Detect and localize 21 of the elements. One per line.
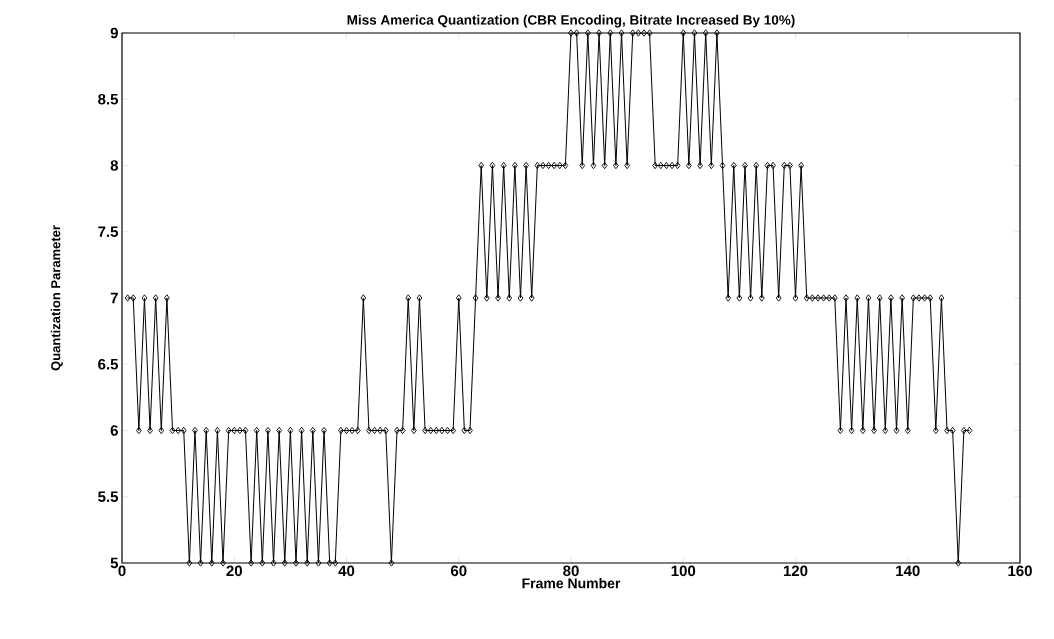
x-tick-label: 80 — [563, 565, 579, 577]
y-tick-label: 8.5 — [98, 93, 119, 105]
chart-title: Miss America Quantization (CBR Encoding, Bitrate Increased By 10%) — [347, 14, 795, 28]
x-tick-label: 140 — [896, 565, 920, 577]
y-tick-label: 6.5 — [98, 358, 119, 370]
y-tick-label: 5.5 — [98, 491, 119, 502]
y-tick-label: 7.5 — [98, 226, 119, 237]
x-tick-label: 120 — [783, 565, 808, 577]
y-tick-label: 9 — [110, 27, 118, 39]
x-axis-title: Frame Number — [522, 578, 621, 589]
x-tick-label: 160 — [1008, 565, 1032, 577]
x-tick-label: 20 — [226, 565, 242, 577]
x-tick-label: 100 — [671, 565, 696, 577]
y-axis-title: Quantization Parameter — [50, 225, 63, 371]
y-tick-label: 5 — [110, 557, 119, 569]
x-tick-label: 0 — [118, 565, 126, 577]
y-tick-label: 6 — [110, 425, 118, 436]
y-tick-label: 7 — [110, 292, 118, 304]
x-tick-label: 40 — [338, 565, 355, 577]
x-tick-label: 60 — [450, 565, 467, 577]
y-tick-label: 8 — [110, 160, 119, 171]
